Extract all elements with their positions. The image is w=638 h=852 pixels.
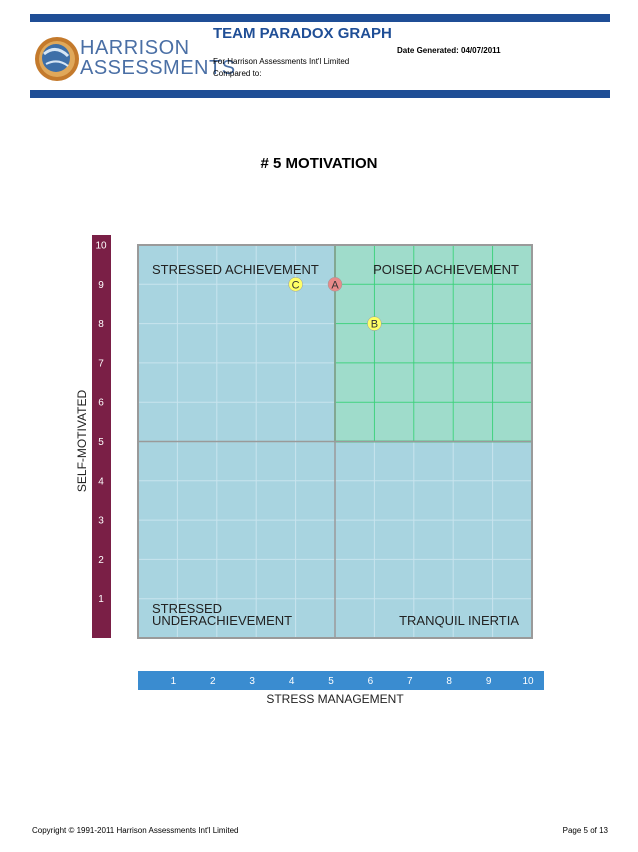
header-top-bar [30,14,610,22]
quadrant-label-stressed-underachievement-2: UNDERACHIEVEMENT [152,613,292,628]
compared-to: Compared to: [213,69,262,78]
plot-border [137,244,533,639]
x-axis-label: STRESS MANAGEMENT [266,692,404,706]
y-tick-label: 8 [98,319,104,330]
x-tick-label: 7 [407,676,413,687]
y-tick-label: 9 [98,280,104,291]
y-tick-label: 1 [98,594,104,605]
logo-line-1: HARRISON [80,37,190,59]
date-generated: Date Generated: 04/07/2011 [397,46,501,55]
harrison-logo-icon [35,37,79,81]
x-tick-label: 6 [368,676,374,687]
y-tick-label: 7 [98,358,104,369]
data-point-label-a: A [331,279,339,291]
y-tick-label: 5 [98,437,104,448]
y-axis-label: SELF-MOTIVATED [75,390,89,493]
quadrant-label-poised-achievement: POISED ACHIEVEMENT [373,262,519,277]
data-point-a [327,277,343,292]
x-tick-label: 9 [486,676,492,687]
report-title: TEAM PARADOX GRAPH [213,25,392,42]
y-tick-label: 2 [98,555,104,566]
quadrant-label-stressed-achievement: STRESSED ACHIEVEMENT [152,262,319,277]
x-tick-label: 2 [210,676,216,687]
logo-wordmark: HARRISON ASSESSMENTS [80,38,236,78]
quadrant-label-stressed-underachievement-1: STRESSED [152,601,222,616]
paradox-chart: STRESSED ACHIEVEMENT POISED ACHIEVEMENT ST… [75,235,544,706]
footer-copyright: Copyright © 1991-2011 Harrison Assessmen… [32,826,239,835]
x-tick-label: 3 [249,676,255,687]
x-tick-label: 10 [522,676,534,687]
y-tick-label: 4 [98,476,104,487]
x-axis-bar [138,671,544,690]
y-tick-label: 6 [98,398,104,409]
for-organization: For Harrison Assessments Int'l Limited [213,57,350,66]
x-tick-label: 8 [446,676,452,687]
data-point-c [288,277,303,292]
header-bottom-bar [30,90,610,98]
x-tick-label: 4 [289,676,295,687]
section-title: # 5 MOTIVATION [260,155,378,172]
logo-line-2: ASSESSMENTS [80,57,236,79]
y-axis-bar [92,235,111,638]
footer-page-number: Page 5 of 13 [562,826,608,835]
y-tick-label: 3 [98,516,104,527]
quadrant-poised-fill [335,245,532,442]
data-point-label-c: C [292,279,300,291]
quadrant-label-tranquil-inertia: TRANQUIL INERTIA [399,613,519,628]
data-point-b [367,316,382,331]
x-tick-label: 5 [328,676,334,687]
x-tick-label: 1 [171,676,177,687]
y-tick-label: 10 [95,241,107,252]
data-point-label-b: B [371,319,378,331]
